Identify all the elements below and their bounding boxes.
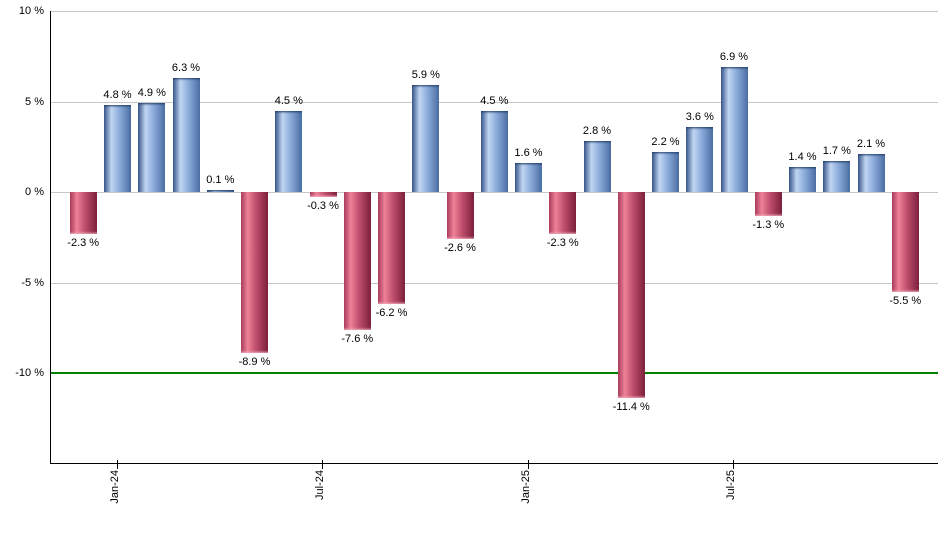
gridline (51, 11, 938, 12)
bar-value-label: 2.1 % (856, 138, 886, 150)
bar (343, 192, 371, 330)
bar-value-label: -6.2 % (375, 307, 408, 320)
x-axis-tick (116, 460, 118, 469)
y-axis-tick-label: 10 % (18, 5, 44, 17)
bar (309, 192, 337, 198)
gridline (51, 101, 938, 103)
bar-value-label: 0.1 % (206, 174, 235, 187)
y-axis-tick-label: -5 % (21, 276, 44, 289)
bar (652, 152, 679, 192)
bar-value-label: -2.6 % (444, 242, 476, 255)
y-axis-tick-label: 0 % (25, 186, 44, 198)
bar (583, 141, 611, 192)
bar (754, 192, 782, 216)
x-axis-tick-label: Jul-24 (314, 470, 326, 500)
bar-value-label: 1.4 % (788, 150, 817, 163)
bar-value-label: -8.9 % (238, 356, 271, 369)
x-axis-tick (733, 460, 734, 469)
plot-area: -2.3 % 4.8 % 4.9 % 6.3 % 0.1 % -8.9 % 4.5 % -0.… (50, 11, 938, 464)
bar-value-label: -5.5 % (889, 294, 922, 307)
bar (857, 154, 885, 192)
bar (686, 126, 714, 192)
bar (378, 192, 405, 305)
gridline (51, 282, 938, 284)
bar (617, 192, 645, 399)
bar-value-label: 4.5 % (274, 94, 303, 107)
bar-value-label: 1.6 % (514, 147, 543, 159)
y-axis-tick-label: 5 % (25, 95, 44, 108)
bar-value-label: -11.4 % (612, 401, 650, 414)
bar (823, 161, 851, 192)
bar-value-label: 2.2 % (651, 136, 680, 149)
bar-value-label: 5.9 % (411, 69, 440, 82)
bar-value-label: -2.3 % (67, 236, 100, 249)
bar (206, 190, 234, 192)
bar-value-label: 4.9 % (137, 87, 166, 100)
bar (515, 163, 542, 192)
bar (789, 166, 816, 192)
bar-value-label: 3.6 % (685, 110, 714, 123)
x-axis-tick-label: Jan-25 (519, 470, 532, 504)
bar (241, 192, 268, 354)
bar-value-label: -2.3 % (546, 236, 579, 249)
bar (172, 78, 200, 192)
x-axis-tick-label: Jul-25 (725, 470, 737, 500)
x-axis-tick (527, 460, 529, 469)
bar (720, 67, 748, 192)
bar (549, 192, 577, 234)
bar-value-label: -1.3 % (752, 218, 785, 231)
bar-value-label: 6.9 % (719, 51, 749, 64)
bar (104, 105, 131, 192)
y-axis-tick-label: -10 % (15, 367, 44, 379)
bar-value-label: -0.3 % (307, 200, 339, 213)
bar (275, 110, 303, 192)
bar (138, 103, 166, 192)
gridline (51, 192, 938, 193)
bar (891, 192, 919, 292)
bar-value-label: 2.8 % (582, 125, 612, 138)
x-axis-tick (322, 460, 323, 469)
bar-value-label: 1.7 % (822, 145, 851, 158)
bar-value-label: 4.5 % (480, 94, 509, 107)
bar (480, 110, 508, 192)
bar (412, 85, 440, 192)
threshold-line (51, 372, 938, 374)
bar (69, 192, 97, 234)
bar (446, 192, 474, 240)
bar-value-label: 6.3 % (171, 62, 201, 74)
bar-value-label: 4.8 % (103, 89, 132, 102)
bar-value-label: -7.6 % (341, 332, 374, 345)
x-axis-tick-label: Jan-24 (108, 470, 121, 504)
